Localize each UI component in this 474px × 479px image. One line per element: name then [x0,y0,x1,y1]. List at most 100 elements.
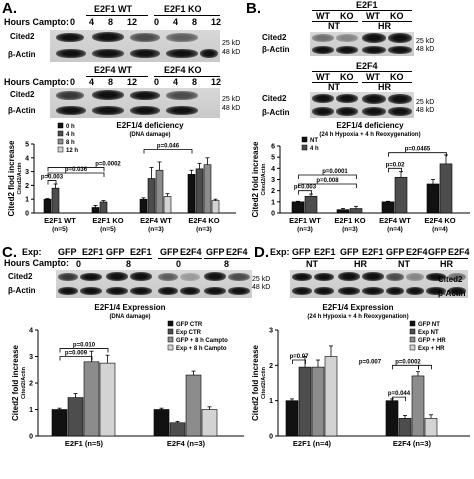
chart-C-legend-label: Exp + 8 h Campto [176,346,227,352]
chart-B-legend-label: 4 h [310,146,319,152]
chart-D-subtitle: (24 h Hypoxia + 4 h Reoxygenation) [307,314,408,320]
chart-B-pvalue: p=0.0465 [405,147,431,153]
chart-A-pvalue: p=0.046 [157,144,180,150]
chart-B-bar [304,195,318,214]
chart-B-bar [426,183,440,214]
chart-B-ytick-label: 6 [271,144,275,151]
chart-D-ylabel: Cited2 fold increase [251,344,260,421]
panel-b-actin-label-1: β-Actin [262,45,290,54]
chart-D-ylabel2: Cited2/Actin [261,366,267,399]
chart-B-bar [349,208,363,214]
panel-b-wt-3: WT [316,72,330,82]
chart-D-bar [424,418,438,437]
panel-a-e2f4-ko-label: E2F4 KO [164,65,202,75]
chart-A-legend-label: 0 h [66,124,75,130]
chart-B-bracket [298,183,357,188]
panel-a-letter: A. [2,0,17,17]
panel-a-kd48-1: 48 kD [222,49,241,56]
panel-a-hour-1-7: 12 [211,17,222,27]
chart-C-legend-swatch [167,344,174,351]
chart-B-ylabel2: Cited2/Actin [261,163,267,196]
panel-c-gfp-1: GFP [58,247,77,257]
chart-C-bar [153,409,170,437]
chart-C-legend-label: GFP + 8 h Campto [176,338,228,344]
panel-c-hours-label: Hours Campto: [4,258,69,268]
panel-b-wt-2: WT [366,11,380,21]
chart-a: E2F1/4 deficiency (DNA damage) 0 1 2 3 4 5 Cited… [7,121,236,233]
chart-C-bar [201,409,218,437]
chart-C-ytick-label: 2 [29,381,33,388]
chart-D-bar [324,356,338,437]
chart-A-category-n: (n=3) [196,226,212,233]
panel-b-wt-1: WT [316,11,330,21]
panel-a-hours-label-2: Hours Campto: [4,77,69,87]
chart-D-bar [411,375,425,437]
chart-A-ytick-label: 1 [25,197,29,204]
chart-D-bracket [392,396,406,402]
panel-b-hr-1: HR [378,21,391,31]
chart-C-bar [99,362,116,437]
chart-D-legend-swatch [409,344,416,351]
panel-a-hour-2-2: 8 [108,77,114,87]
chart-D-bracket [292,359,306,365]
panel-d-letter: D. [254,244,269,261]
chart-B-legend-swatch [301,136,308,143]
chart-C-bar [185,374,202,437]
chart-A-bar [203,164,212,214]
panel-a-actin-label-1: β-Actin [8,50,36,59]
panel-a-blot-e2f4 [50,88,220,118]
panel-b-ko-4: KO [390,72,404,82]
panel-c-cited2-label: Cited2 [8,272,33,281]
chart-D-bracket [418,364,432,370]
chart-A-bar [139,198,148,214]
panel-c-blot [56,270,252,298]
panel-a-e2f1-ko-label: E2F1 KO [164,4,202,14]
chart-C-bar [67,397,84,437]
chart-C-legend-label: Exp CTR [176,330,202,336]
panel-d-gfp-4: GFP [428,247,447,257]
panel-d-hr-1: HR [354,259,367,269]
chart-A-legend-label: 8 h [66,140,75,146]
chart-B-bracket [388,167,402,173]
panel-b-blot-e2f1 [310,32,414,56]
chart-A-ytick-label: 2 [25,183,29,190]
panel-c-e2f1-2: E2F1 [130,247,152,257]
panel-a-e2f4-wt-label: E2F4 WT [94,65,133,75]
panel-d-nt-2: NT [398,259,410,269]
chart-C-pvalue: p=0.010 [73,343,96,349]
chart-A-legend-swatch [57,130,64,137]
chart-C-legend-swatch [167,328,174,335]
chart-B-ytick-label: 2 [271,188,275,195]
chart-A-bracket [143,149,193,154]
panel-b-actin-label-2: β-Actin [262,108,290,117]
chart-B-bracket [298,190,312,195]
chart-b: E2F1/4 deficiency (24 h Hypoxia + 4 h Reo… [251,121,470,233]
chart-A-legend-swatch [57,146,64,153]
panel-a-hour-1-1: 4 [89,17,95,27]
panel-c-e2f4-1: E2F4 [180,247,202,257]
panel-b-e2f1-label: E2F1 [356,0,378,10]
chart-D-ytick-label: 1 [269,398,273,405]
chart-D-ytick-label: 2 [269,363,273,370]
chart-B-category-n: (n=3) [342,226,358,233]
panel-a-hour-1-0: 0 [70,17,76,27]
chart-A-category-label: E2F1 KO [92,216,123,225]
chart-D-category-label: E2F1 (n=4) [293,439,332,448]
panel-b-blot-e2f4 [310,92,414,118]
chart-B-bracket [388,152,447,157]
chart-A-bar [51,187,60,214]
chart-B-pvalue: p=0.0001 [322,169,348,175]
chart-A-ytick-label: 3 [25,169,29,176]
panel-a-hour-2-0: 0 [70,77,76,87]
panel-b-ko-2: KO [390,11,404,21]
chart-A-legend-swatch [57,138,64,145]
chart-D-bar [398,418,412,437]
chart-A-legend-label: 12 h [66,148,78,154]
chart-B-category-n: (n=3) [297,226,313,233]
panel-d-gfp-1: GFP [292,247,311,257]
chart-A-ytick-label: 5 [25,142,29,149]
chart-C-legend-swatch [167,320,174,327]
chart-D-legend-label: Exp + HR [418,346,445,352]
chart-A-category-n: (n=5) [52,226,68,233]
chart-A-ylabel: Cited2 flod increase [7,140,16,217]
